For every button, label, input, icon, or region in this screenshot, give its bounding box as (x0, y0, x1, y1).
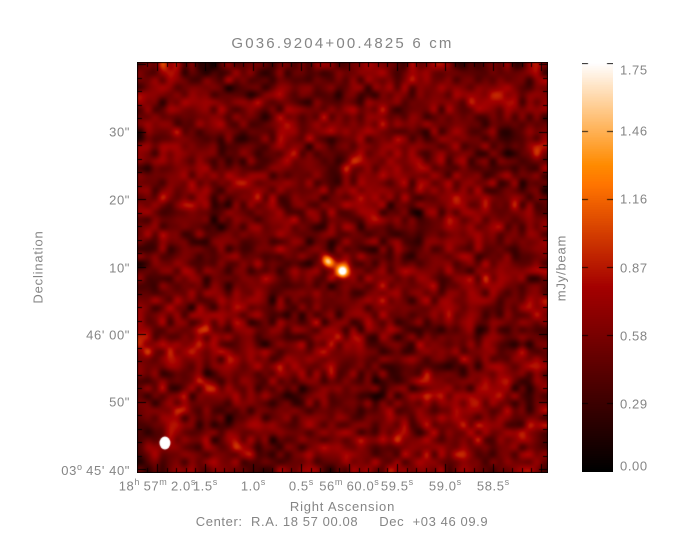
superscript-unit: h (134, 477, 140, 487)
superscript-unit: s (456, 477, 462, 487)
superscript-unit: s (374, 477, 379, 487)
colorbar-unit-label: mJy/beam (553, 234, 569, 302)
colorbar-tick-label: 0.58 (620, 328, 648, 344)
center-coordinates-caption: Center: R.A. 18 57 00.08 Dec +03 46 09.9 (195, 514, 489, 529)
x-tick-label: 58.5s (476, 477, 510, 494)
x-tick-label: 56m 60.0s (319, 477, 379, 494)
x-tick-label: 18h 57m 2.0s (118, 477, 196, 494)
superscript-unit: s (212, 477, 218, 487)
colorbar-tick-label: 0.87 (620, 260, 648, 275)
x-axis-tick-labels: 18h 57m 2.0s 1.5s 1.0s 0.5s 56m 60.0s 59.5s 59… (119, 477, 548, 497)
figure-title: G036.9204+00.4825 6 cm (231, 35, 454, 52)
x-tick-label: 1.0s (240, 477, 266, 494)
colorbar-tick-labels: 1.75 1.46 1.16 0.87 0.58 0.29 0.00 (620, 62, 680, 473)
x-tick-label: 0.5s (288, 477, 314, 494)
y-tick-label: 20" (109, 192, 130, 208)
y-tick-label: 50" (109, 394, 130, 410)
colorbar-tick-label: 0.00 (620, 458, 648, 473)
colorbar-tick-label: 1.16 (620, 191, 648, 207)
colorbar (582, 63, 613, 472)
x-tick-label: 1.5s (192, 477, 218, 494)
superscript-unit: s (190, 477, 196, 487)
colorbar-tick-label: 1.46 (620, 123, 648, 139)
superscript-unit: s (504, 477, 510, 487)
y-tick-label: 30" (109, 124, 130, 140)
superscript-unit: m (159, 477, 167, 487)
superscript-unit: m (334, 477, 343, 487)
radio-map-image (137, 62, 548, 473)
superscript-unit: s (408, 477, 414, 487)
x-tick-label: 59.0s (428, 477, 462, 494)
superscript-unit: s (308, 477, 314, 487)
y-tick-label: 46' 00" (86, 327, 130, 343)
y-tick-label: 03o 45' 40" (61, 461, 130, 479)
y-axis-tick-labels: 30" 20" 10" 46' 00" 50" 03o 45' 40" (0, 62, 130, 478)
colorbar-tick-label: 0.29 (620, 396, 648, 412)
superscript-unit: s (260, 477, 266, 487)
colorbar-tick-label: 1.75 (620, 62, 648, 77)
y-axis-title: Declination (30, 230, 46, 304)
x-axis-title: Right Ascension (289, 499, 396, 514)
x-tick-label: 59.5s (380, 477, 414, 494)
y-tick-label: 10" (109, 260, 130, 275)
superscript-unit: o (76, 461, 82, 472)
